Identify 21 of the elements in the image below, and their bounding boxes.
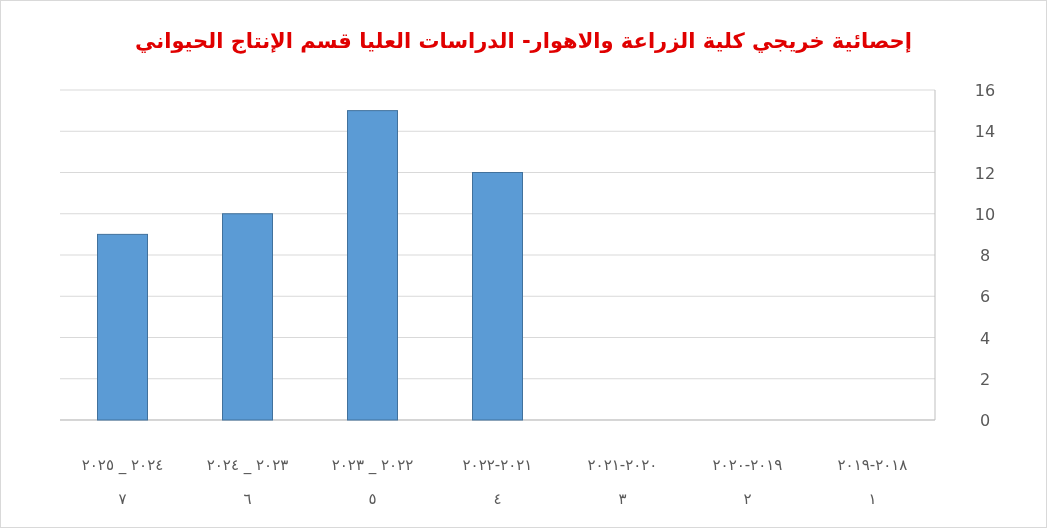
y-tick-label: 12 [974,163,996,183]
bar [222,213,273,421]
x-tick-label: ٢٠٢١-٢٠٢٠ ٣ [587,456,658,508]
x-tick-label: ٢٠٢٥ _ ٢٠٢٤ ٧ [81,456,164,508]
y-tick-label: 10 [974,204,996,224]
x-tick-label: ٢٠٢٤ _ ٢٠٢٣ ٦ [206,456,289,508]
y-tick-label: 0 [979,411,991,430]
bar [472,172,523,421]
y-tick-label: 16 [974,81,996,100]
x-tick-label: ٢٠٢٣ _ ٢٠٢٢ ٥ [331,456,414,508]
x-tick-label: ٢٠٢٠-٢٠١٩ ٢ [712,456,783,508]
chart-title: إحصائية خريجي كلية الزراعة والاهوار- الدراسات العليا قسم الإنتاج الحيواني [135,29,912,54]
y-tick-label: 8 [979,246,991,265]
bar [97,233,148,421]
y-tick-label: 14 [974,122,996,142]
y-tick-label: 6 [979,287,991,307]
y-tick-label: 2 [979,369,991,389]
x-tick-label: ٢٠١٩-٢٠١٨ ١ [837,456,908,508]
x-tick-label: ٢٠٢٢-٢٠٢١ ٤ [462,456,533,508]
bar [347,110,398,421]
y-tick-label: 4 [979,328,991,348]
